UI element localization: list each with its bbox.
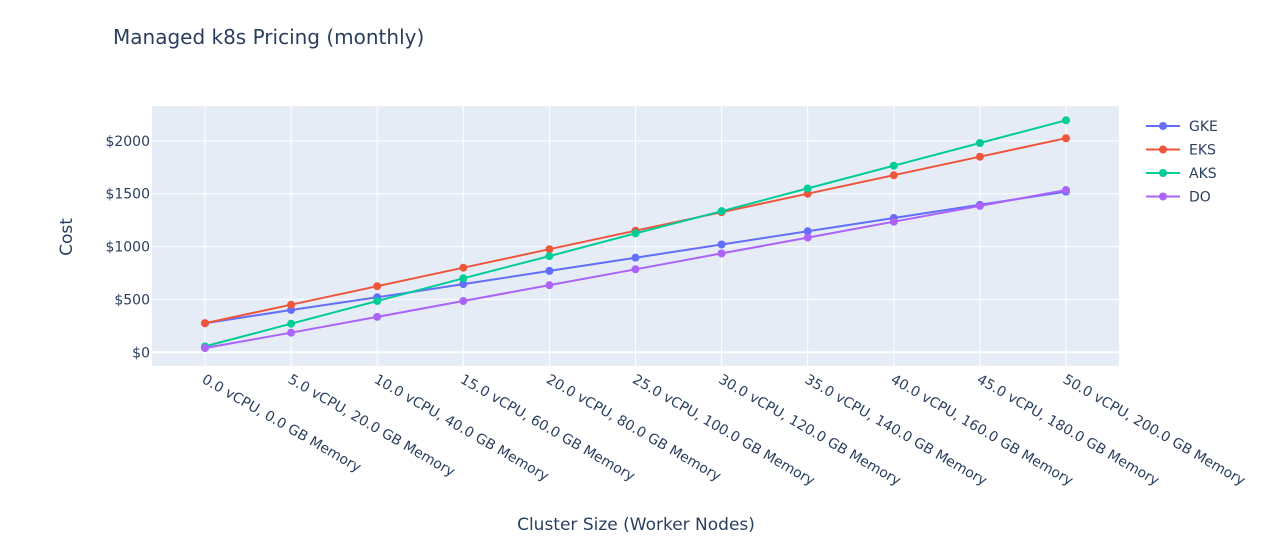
data-point [201,344,209,353]
data-point [287,328,296,337]
data-point [803,184,812,193]
data-point [889,171,898,180]
data-point [717,240,726,249]
data-point [1062,134,1070,143]
data-point [803,233,812,242]
data-point [373,312,382,321]
legend-label: DO [1189,190,1211,206]
legend-label: AKS [1189,166,1217,182]
y-tick-label: $0 [132,345,150,361]
data-point [975,201,984,210]
data-point [287,300,296,309]
gridlines [152,106,1119,366]
legend-swatch-marker [1159,192,1167,201]
legend-swatch-marker [1159,169,1167,177]
data-point [201,319,209,328]
data-point [459,297,468,305]
data-point [889,161,898,170]
y-tick-label: $1500 [105,187,150,203]
legend-item-gke[interactable]: GKE [1146,119,1218,135]
x-tick-label: 0.0 vCPU, 0.0 GB Memory [199,372,364,476]
legend-swatch-marker [1159,145,1167,154]
legend: GKE EKS AKS DO [1146,119,1218,206]
data-point [717,249,726,258]
legend-swatch-marker [1159,122,1167,130]
data-point [459,274,468,283]
data-point [631,265,640,274]
x-tick-label: 5.0 vCPU, 20.0 GB Memory [285,372,457,481]
data-point [889,217,898,226]
legend-label: EKS [1189,143,1216,159]
data-point [373,297,382,305]
data-point [803,227,812,236]
series-do [201,186,1070,353]
data-point [975,152,984,161]
y-axis-title: Cost [57,218,77,256]
x-tick-label: 10.0 vCPU, 40.0 GB Memory [371,372,551,485]
data-point [1062,116,1070,125]
y-tick-label: $1000 [105,240,150,256]
chart-title: Managed k8s Pricing (monthly) [113,25,424,49]
data-point [545,281,554,290]
legend-item-do[interactable]: DO [1146,190,1211,206]
data-point [373,282,382,291]
data-point [717,207,726,216]
legend-item-eks[interactable]: EKS [1146,143,1216,159]
y-axis-ticks: $0 $500 $1000 $1500 $2000 [105,134,150,361]
series-layer [201,116,1070,353]
legend-item-aks[interactable]: AKS [1146,166,1217,182]
data-point [631,253,640,262]
data-point [287,319,296,328]
data-point [545,245,554,254]
x-axis-title: Cluster Size (Worker Nodes) [517,515,755,535]
legend-label: GKE [1189,119,1218,135]
data-point [631,229,640,238]
data-point [545,252,554,261]
data-point [975,138,984,147]
data-point [459,263,468,272]
data-point [459,280,468,289]
data-point [1062,186,1070,195]
y-tick-label: $2000 [105,134,150,150]
y-tick-label: $500 [114,292,150,308]
data-point [545,266,554,275]
